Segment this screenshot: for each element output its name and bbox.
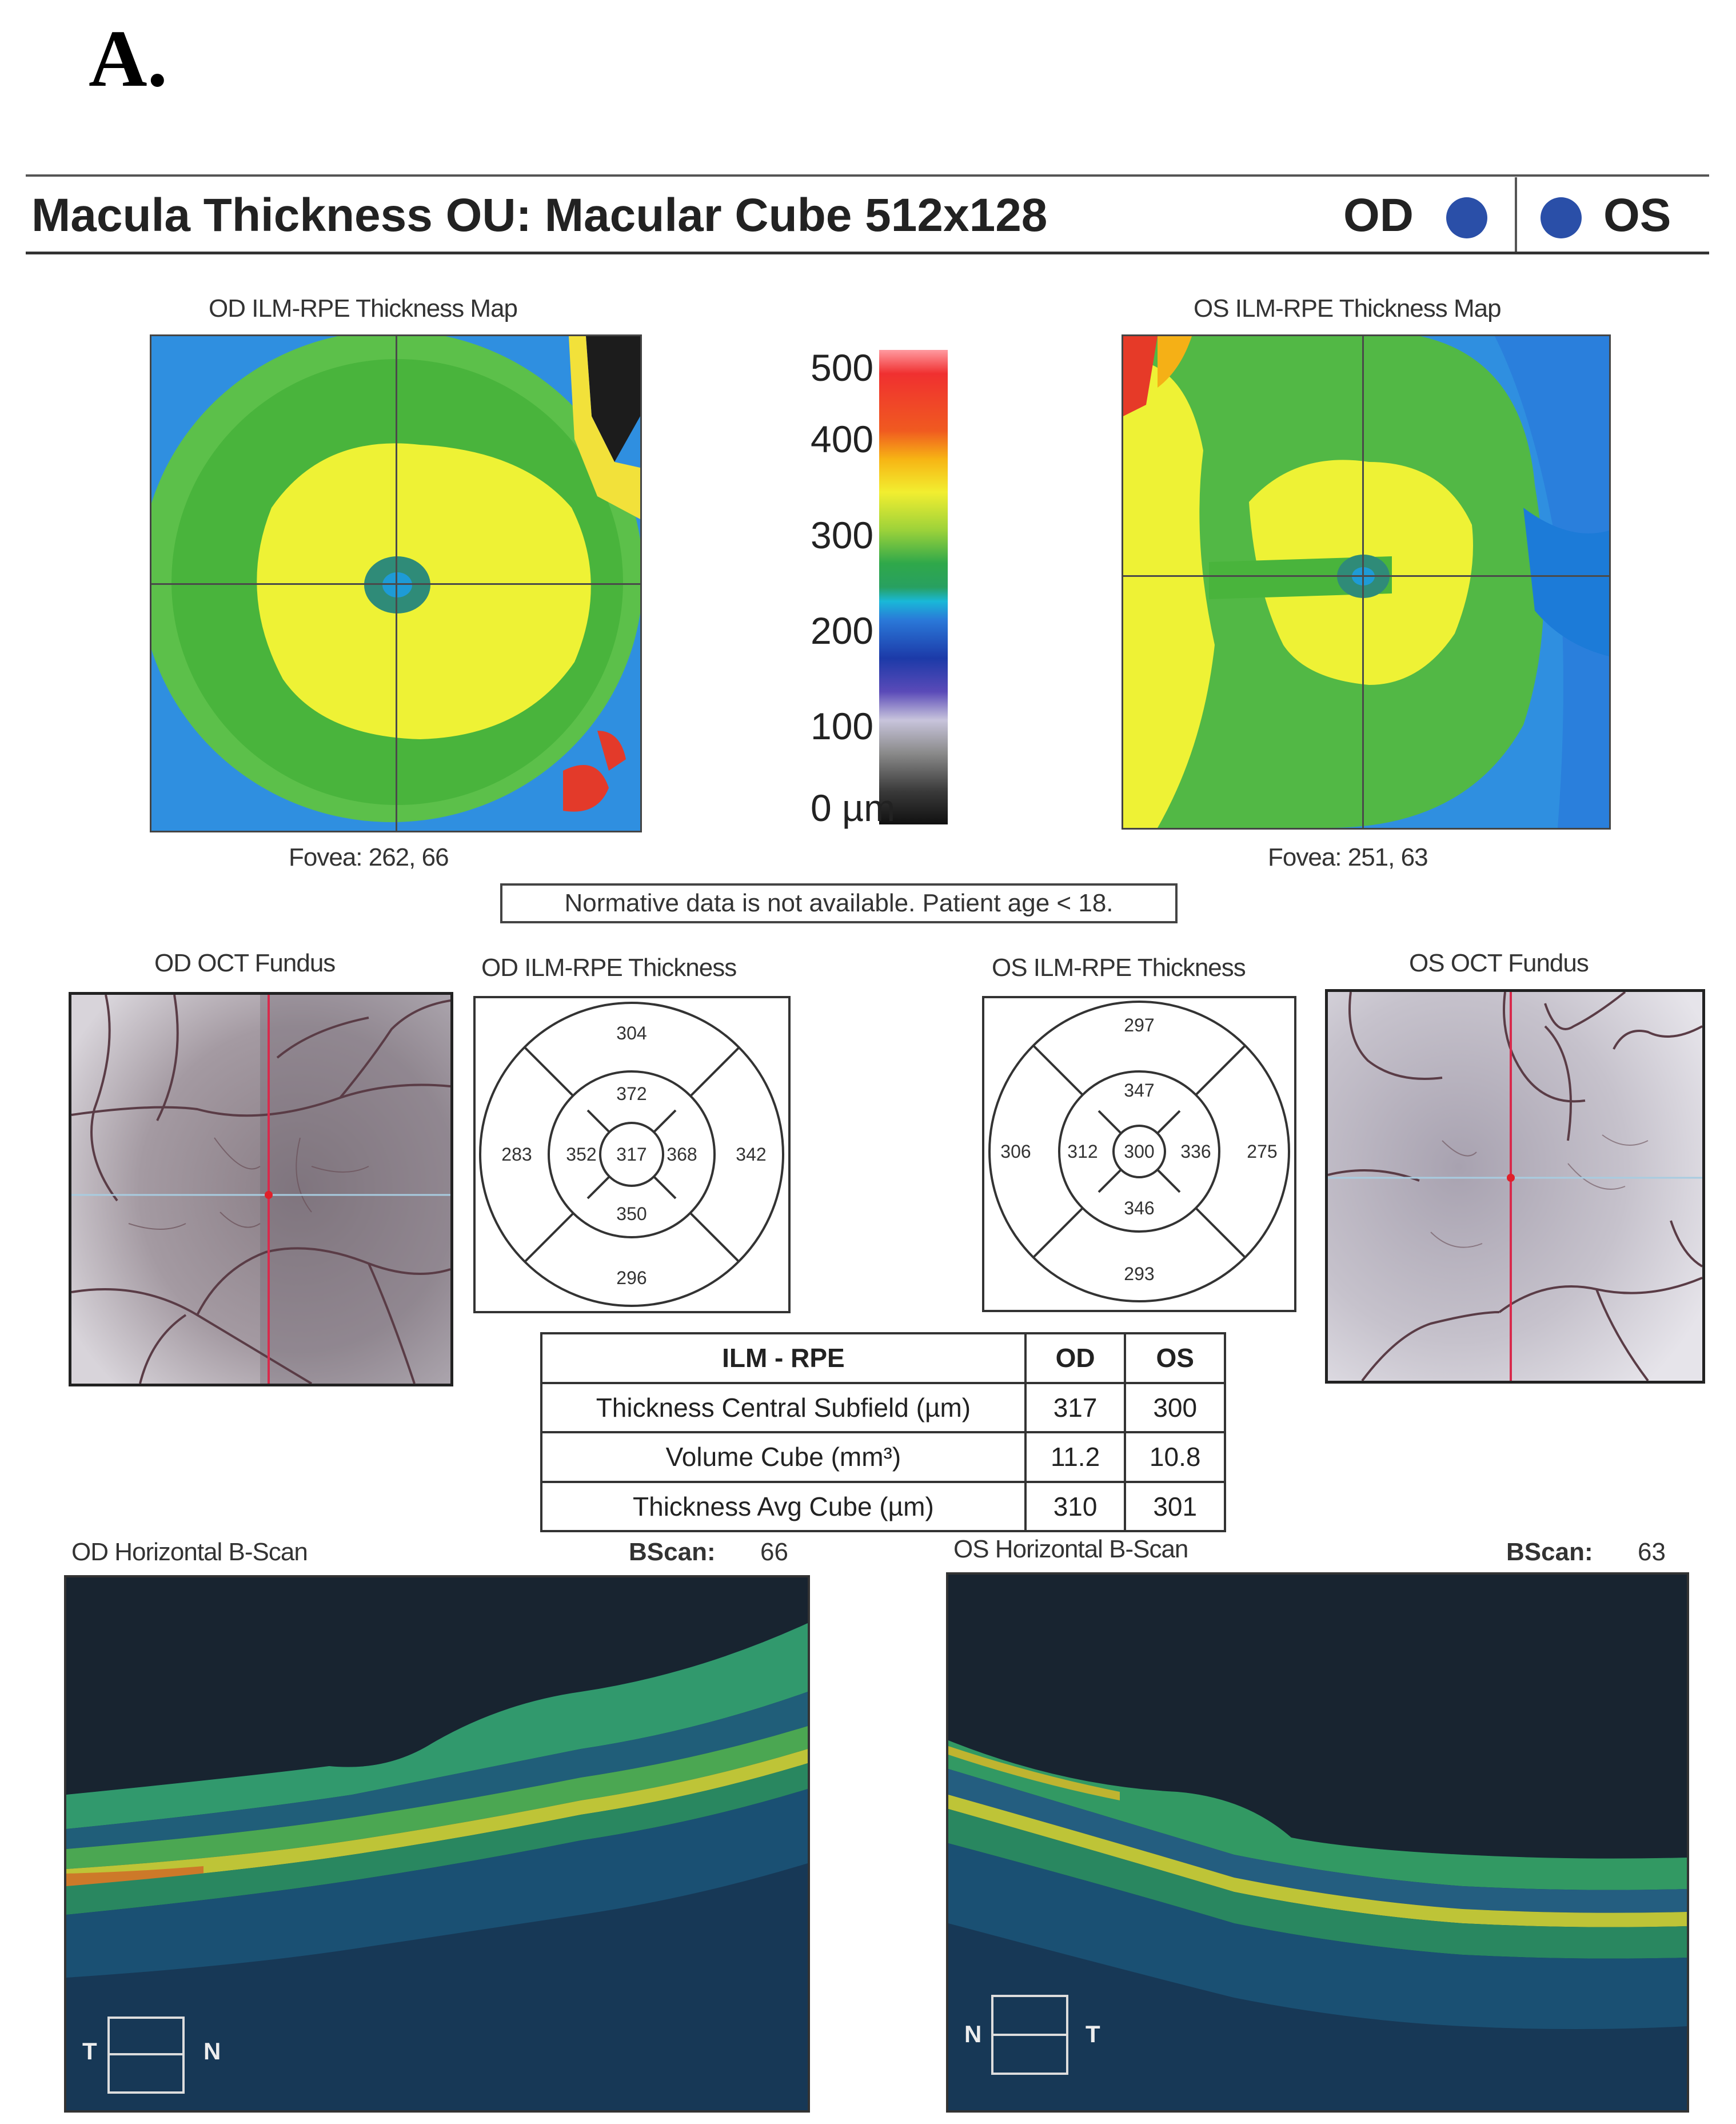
os-eye-label: OS	[1603, 189, 1671, 241]
os-fundus-title: OS OCT Fundus	[1409, 949, 1589, 977]
table-row: Volume Cube (mm³) 11.2 10.8	[540, 1431, 1226, 1483]
od-eye-label: OD	[1343, 189, 1414, 241]
table-row: Thickness Central Subfield (µm) 317 300	[540, 1381, 1226, 1433]
os-map-horizontal-crosshair	[1123, 575, 1609, 577]
od-bscan-number: 66	[760, 1538, 788, 1566]
od-inferior-outer-value: 296	[616, 1268, 646, 1288]
od-fundus-title: OD OCT Fundus	[154, 949, 336, 977]
od-nasal-outer-value: 342	[736, 1144, 766, 1165]
os-oct-fundus-image	[1325, 989, 1705, 1384]
od-right-direction-label: N	[203, 2038, 221, 2065]
os-right-direction-label: T	[1086, 2021, 1100, 2047]
os-eye-dot-icon	[1541, 197, 1582, 238]
table-header-row: ILM - RPE OD OS	[540, 1332, 1226, 1384]
scale-label-100: 100	[811, 705, 874, 747]
od-etdrs-title: OD ILM-RPE Thickness	[481, 954, 737, 982]
os-scan-direction-arrow-icon	[991, 2034, 1068, 2036]
od-bscan-title: OD Horizontal B-Scan	[71, 1538, 308, 1566]
os-map-vertical-crosshair	[1362, 336, 1364, 828]
os-bscan-label: BScan:	[1506, 1538, 1593, 1566]
table-header-cell: OD	[1024, 1332, 1127, 1384]
thickness-color-scale	[879, 350, 948, 824]
ilm-rpe-summary-table: ILM - RPE OD OS Thickness Central Subfie…	[540, 1332, 1226, 1532]
scale-label-200: 200	[811, 609, 874, 652]
od-horizontal-bscan: T N	[64, 1575, 810, 2113]
table-cell: Thickness Avg Cube (µm)	[540, 1480, 1027, 1532]
table-row: Thickness Avg Cube (µm) 310 301	[540, 1480, 1226, 1532]
od-fovea-label: Fovea: 262, 66	[289, 843, 449, 871]
os-center-value: 300	[1124, 1141, 1154, 1162]
os-temporal-inner-value: 336	[1180, 1141, 1211, 1162]
os-inferior-inner-value: 346	[1124, 1198, 1154, 1218]
header-rule-top	[26, 174, 1709, 177]
header-rule-bottom	[26, 252, 1709, 254]
od-thickness-map-title: OD ILM-RPE Thickness Map	[209, 294, 518, 322]
table-cell: Thickness Central Subfield (µm)	[540, 1381, 1027, 1433]
normative-data-note: Normative data is not available. Patient…	[500, 883, 1178, 923]
od-temporal-outer-value: 283	[501, 1144, 532, 1165]
os-superior-inner-value: 347	[1124, 1080, 1154, 1101]
table-cell: 11.2	[1024, 1431, 1127, 1483]
report-title: Macula Thickness OU: Macular Cube 512x12…	[31, 189, 1048, 241]
table-header-cell: ILM - RPE	[540, 1332, 1027, 1384]
os-fovea-label: Fovea: 251, 63	[1268, 843, 1428, 871]
od-etdrs-grid: 304 372 283 352 317 368 342 350 296	[473, 996, 791, 1313]
os-superior-outer-value: 297	[1124, 1015, 1154, 1035]
scale-label-400: 400	[811, 418, 874, 460]
os-left-direction-label: N	[964, 2021, 982, 2047]
os-thickness-map-title: OS ILM-RPE Thickness Map	[1194, 294, 1502, 322]
od-temporal-inner-value: 352	[566, 1144, 596, 1165]
panel-letter: A.	[89, 13, 168, 103]
od-map-horizontal-crosshair	[151, 583, 640, 585]
od-inferior-inner-value: 350	[616, 1204, 646, 1224]
table-cell: 317	[1024, 1381, 1127, 1433]
od-superior-outer-value: 304	[616, 1023, 646, 1043]
table-header-cell: OS	[1124, 1332, 1226, 1384]
os-thickness-map	[1122, 334, 1611, 830]
od-left-direction-label: T	[82, 2038, 97, 2065]
od-oct-fundus-image	[69, 992, 453, 1386]
eye-divider	[1515, 177, 1517, 253]
scale-label-500: 500	[811, 346, 874, 389]
os-nasal-inner-value: 312	[1067, 1141, 1098, 1162]
table-cell: Volume Cube (mm³)	[540, 1431, 1027, 1483]
scale-label-300: 300	[811, 514, 874, 556]
scale-label-0: 0 µm	[811, 787, 896, 829]
table-cell: 300	[1124, 1381, 1226, 1433]
os-temporal-outer-value: 275	[1247, 1141, 1277, 1162]
os-bscan-number: 63	[1638, 1538, 1666, 1566]
table-cell: 301	[1124, 1480, 1226, 1532]
od-center-value: 317	[616, 1144, 646, 1165]
os-horizontal-bscan: N T	[946, 1572, 1689, 2113]
od-scan-direction-arrow-icon	[107, 2053, 185, 2055]
od-nasal-inner-value: 368	[667, 1144, 697, 1165]
os-etdrs-grid: 297 347 306 312 300 336 275 346 293	[982, 996, 1296, 1312]
od-superior-inner-value: 372	[616, 1083, 646, 1104]
table-cell: 10.8	[1124, 1431, 1226, 1483]
os-inferior-outer-value: 293	[1124, 1264, 1154, 1284]
od-bscan-label: BScan:	[629, 1538, 716, 1566]
od-eye-dot-icon	[1446, 197, 1487, 238]
od-thickness-map	[150, 334, 642, 832]
os-bscan-title: OS Horizontal B-Scan	[953, 1535, 1188, 1563]
table-cell: 310	[1024, 1480, 1127, 1532]
os-etdrs-title: OS ILM-RPE Thickness	[992, 954, 1246, 982]
os-nasal-outer-value: 306	[1000, 1141, 1031, 1162]
